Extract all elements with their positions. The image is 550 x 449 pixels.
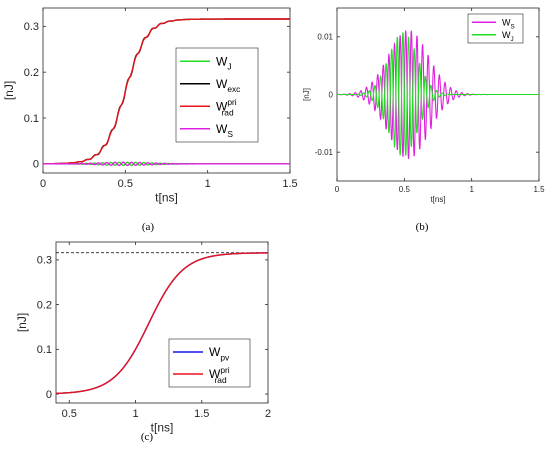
y-tick-label: 0: [329, 90, 334, 99]
x-tick-label: 0.5: [62, 408, 77, 420]
y-tick-label: 0.3: [24, 21, 39, 33]
legend-entry: Wpv: [209, 345, 230, 362]
y-tick-label: 0.2: [24, 67, 39, 79]
x-tick-label: 1: [132, 408, 138, 420]
y-tick-label: 0.2: [37, 299, 52, 311]
x-tick-label: 0: [40, 178, 46, 190]
y-tick-label: 0: [33, 159, 39, 171]
x-axis-label: t[ns]: [151, 420, 174, 434]
series-line-rad: [56, 252, 268, 395]
x-axis-label: t[ns]: [430, 195, 445, 204]
x-tick-label: 1: [205, 178, 211, 190]
legend-entry: WJ: [216, 54, 232, 71]
plot-area: [55, 241, 269, 404]
chart-a: 0 0.5 1 1.5 0 0.1 0.2 0.3 t[ns] [nJ] WJ Wexc Wpri rad…: [2, 7, 298, 204]
x-tick-label: 0.5: [118, 178, 133, 190]
series-line-S: [43, 161, 290, 167]
caption-c: (c): [141, 431, 154, 443]
caption-a: (a): [142, 221, 155, 233]
y-tick-label: 0.1: [37, 344, 52, 356]
y-tick-label: 0.01: [317, 33, 333, 42]
y-tick-label: -0.01: [315, 148, 334, 157]
legend: [467, 13, 524, 44]
legend-entry: WS: [502, 17, 515, 30]
legend-entry: WJ: [502, 30, 514, 43]
y-axis-label: [nJ]: [302, 88, 311, 101]
legend: [175, 47, 259, 143]
series-line-rad: [43, 18, 290, 165]
legend: [168, 338, 251, 388]
x-tick-label: 2: [265, 408, 271, 420]
y-axis-label: [nJ]: [2, 81, 16, 100]
x-tick-label: 1.5: [533, 185, 545, 194]
x-tick-label: 0: [335, 185, 340, 194]
y-tick-label: 0.3: [37, 255, 52, 267]
legend-entry: Wpri rad: [209, 365, 230, 385]
y-tick-label: 0: [46, 389, 52, 401]
x-tick-label: 0.5: [399, 185, 411, 194]
x-axis-label: t[ns]: [155, 190, 178, 204]
y-axis-label: [nJ]: [15, 313, 29, 332]
legend-entry: Wpri rad: [216, 97, 237, 117]
caption-b: (b): [416, 221, 429, 233]
x-tick-label: 1.5: [194, 408, 209, 420]
legend-entry: WS: [216, 122, 233, 139]
x-tick-label: 1: [469, 185, 474, 194]
y-tick-label: 0.1: [24, 113, 39, 125]
legend-entry: Wexc: [216, 77, 240, 94]
chart-c: 0.5 1 1.5 2 0 0.1 0.2 0.3 t[ns] [nJ] Wpv Wpri rad: [15, 241, 271, 434]
series-line-J: [337, 32, 539, 156]
x-tick-label: 1.5: [282, 178, 297, 190]
